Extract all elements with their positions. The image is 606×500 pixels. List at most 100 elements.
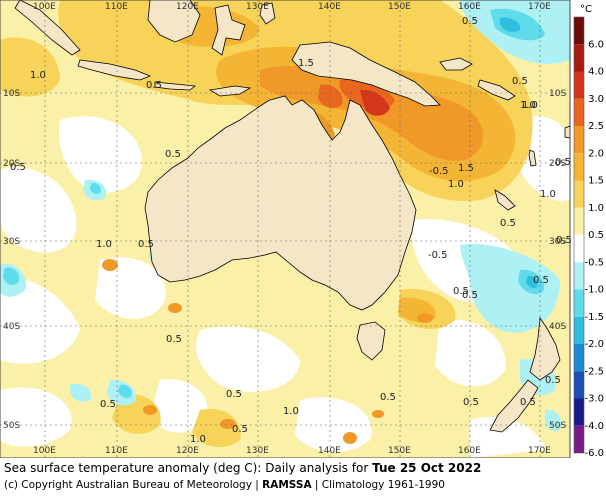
longitude-label-top: 100E	[33, 2, 56, 12]
color-legend: °C 6.0 4.0 3.0 2.5 2.0 1.5 1.0 0.5 -0.5 -1.0 -1.5 -…	[573, 4, 604, 458]
contour-label: 1.0	[96, 239, 112, 250]
new-zealand-south-island	[489, 379, 539, 433]
legend-color-swatch	[574, 262, 584, 290]
longitude-label-bottom: 110E	[105, 446, 128, 456]
lesser-sunda-islands	[154, 81, 197, 91]
legend-color-swatch	[574, 153, 584, 181]
contour-label: -0.5	[429, 166, 449, 177]
legend-tick-label: -4.0	[584, 421, 604, 432]
legend-color-swatch	[574, 180, 584, 208]
contour-label: 0.5	[520, 397, 536, 408]
longitude-label-bottom: 130E	[246, 446, 269, 456]
longitude-label-top: 160E	[458, 2, 481, 12]
legend-color-swatch	[574, 344, 584, 372]
legend-tick-label: 2.5	[588, 121, 604, 132]
legend-color-swatch	[574, 44, 584, 72]
caption-title-text: Sea surface temperature anomaly (deg C):…	[4, 461, 373, 475]
legend-color-swatch	[574, 207, 584, 235]
solomon-islands	[477, 79, 516, 101]
contour-label: 1.0	[522, 100, 538, 111]
legend-color-swatch	[573, 234, 585, 263]
contour-label: 0.5	[226, 389, 242, 400]
legend-tick-label: 3.0	[588, 94, 604, 105]
contour-label: 0.5	[545, 375, 561, 386]
contour-label: 0.5	[232, 424, 248, 435]
sulawesi-landmass	[211, 4, 246, 56]
contour-label: 1.0	[283, 406, 299, 417]
legend-color-swatch	[574, 126, 584, 154]
longitude-labels-bottom: 100E 110E 120E 130E 140E 150E 160E 170E	[33, 446, 551, 456]
longitude-labels-top: 100E 110E 120E 130E 140E 150E 160E 170E	[33, 2, 551, 12]
latitude-label-left: 40S	[3, 322, 20, 332]
longitude-label-top: 150E	[388, 2, 411, 12]
contour-label: 0.5	[100, 399, 116, 410]
fiji-islands	[564, 125, 571, 139]
latitude-label-right: 20S	[549, 159, 566, 169]
new-britain-landmass	[439, 57, 473, 71]
legend-tick-label: 2.0	[588, 148, 604, 159]
lat-lon-grid	[0, 0, 570, 458]
new-zealand-north-island	[529, 316, 561, 381]
contour-label: 0.5	[556, 235, 572, 246]
latitude-label-right: 10S	[549, 89, 566, 99]
legend-tick-label: 4.0	[588, 67, 604, 78]
anomaly-warm-spots-south	[102, 259, 433, 444]
legend-tick-label: -1.0	[584, 285, 604, 296]
longitude-label-bottom: 120E	[176, 446, 199, 456]
borneo-landmass	[147, 0, 201, 43]
contour-label: 0.5	[380, 392, 396, 403]
caption-source: RAMSSA	[262, 479, 312, 491]
map-frame	[0, 0, 571, 458]
longitude-label-top: 140E	[318, 2, 341, 12]
australia-landmass	[144, 95, 417, 311]
contour-label: 0.5	[500, 218, 516, 229]
legend-frame	[573, 16, 585, 454]
legend-color-swatch	[574, 98, 584, 126]
legend-color-swatch	[574, 71, 584, 99]
contour-label: 0.5	[462, 290, 478, 301]
caption-climatology: | Climatology 1961-1990	[311, 479, 445, 491]
legend-color-swatch	[574, 425, 584, 453]
longitude-label-top: 130E	[246, 2, 269, 12]
latitude-label-left: 30S	[3, 237, 20, 247]
contour-label: 1.0	[540, 189, 556, 200]
sumatra-landmass	[14, 0, 81, 56]
caption-copyright: (c) Copyright Australian Bureau of Meteo…	[4, 479, 263, 491]
contour-value-labels: 1.00.51.50.51.00.50.51.00.50.5 -0.51.01.5…	[10, 16, 572, 445]
map-caption-title: Sea surface temperature anomaly (deg C):…	[4, 461, 481, 475]
contour-label: 0.5	[146, 80, 162, 91]
longitude-label-bottom: 150E	[388, 446, 411, 456]
longitude-label-bottom: 170E	[528, 446, 551, 456]
contour-label: 0.5	[533, 275, 549, 286]
legend-tick-label: -0.5	[584, 257, 604, 268]
contour-label: 1.5	[458, 163, 474, 174]
contour-label: 1.0	[30, 70, 46, 81]
legend-tick-label: -1.5	[584, 312, 604, 323]
contour-label: 1.0	[520, 100, 536, 111]
latitude-label-left: 50S	[3, 421, 20, 431]
new-caledonia-landmass	[494, 189, 516, 211]
contour-label: 0.5	[512, 76, 528, 87]
legend-unit-label: °C	[580, 4, 592, 15]
map-caption-credits: (c) Copyright Australian Bureau of Meteo…	[4, 479, 445, 491]
legend-color-swatch	[574, 316, 584, 344]
latitude-labels-right: 10S 20S 30S 40S 50S	[549, 89, 566, 431]
java-landmass	[77, 59, 152, 81]
land-masses	[14, 0, 571, 433]
longitude-label-bottom: 160E	[458, 446, 481, 456]
legend-color-swatch	[574, 398, 584, 426]
contour-label: 0.5	[462, 16, 478, 27]
longitude-label-top: 170E	[528, 2, 551, 12]
latitude-labels-left: 10S 20S 30S 40S 50S	[3, 89, 20, 431]
new-guinea-landmass	[291, 41, 441, 107]
latitude-label-right: 50S	[549, 421, 566, 431]
legend-tick-label: -3.0	[584, 394, 604, 405]
halmahera-landmass	[259, 2, 276, 25]
contour-label: 0.5	[166, 334, 182, 345]
contour-label: 0.5	[453, 286, 469, 297]
contour-label: 0.5	[555, 157, 571, 168]
contour-label: 0.5	[10, 162, 26, 173]
legend-tick-label: -6.0	[584, 448, 604, 458]
caption-date: Tue 25 Oct 2022	[372, 461, 482, 475]
latitude-label-left: 10S	[3, 89, 20, 99]
